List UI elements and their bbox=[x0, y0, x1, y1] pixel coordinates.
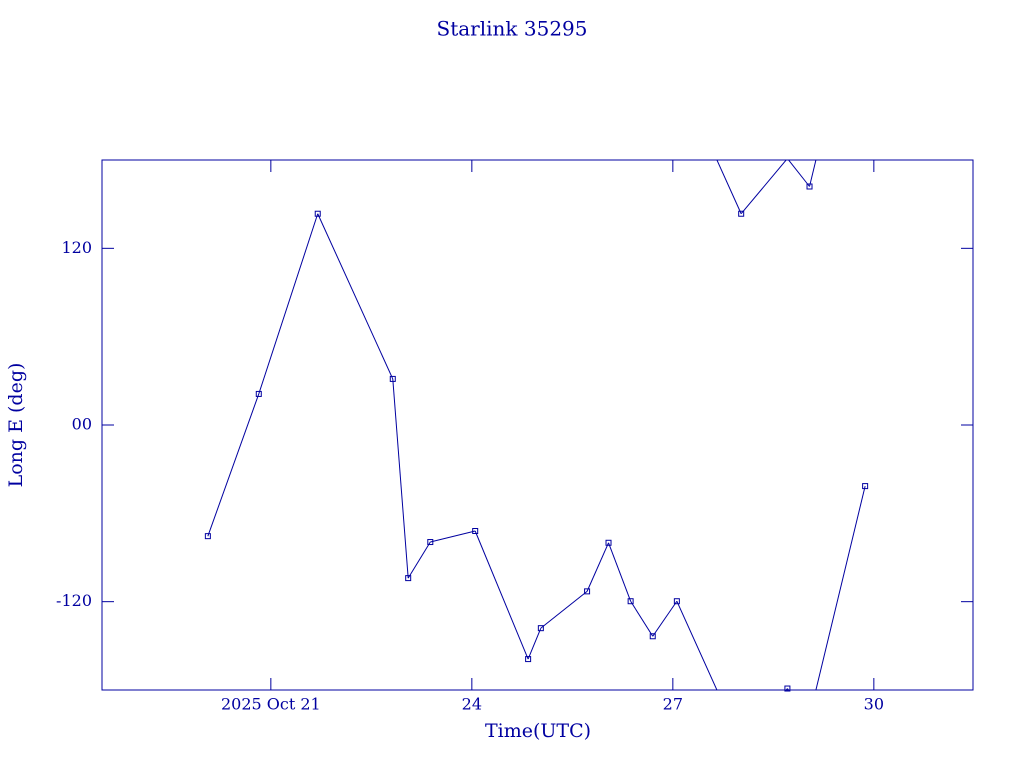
data-point bbox=[537, 625, 544, 632]
line-segment bbox=[740, 160, 787, 215]
x-axis-label: Time(UTC) bbox=[485, 720, 591, 742]
y-tick-label: 00 bbox=[72, 415, 92, 434]
line-segment bbox=[630, 600, 654, 637]
line-segment bbox=[407, 541, 431, 579]
data-point bbox=[649, 633, 656, 640]
plot-frame bbox=[101, 159, 974, 691]
line-segment bbox=[540, 590, 588, 629]
line-segment bbox=[317, 213, 394, 380]
line-segment bbox=[392, 378, 409, 579]
line-segment bbox=[474, 530, 529, 660]
line-segment bbox=[207, 393, 260, 537]
data-point bbox=[472, 528, 479, 534]
data-point bbox=[525, 656, 532, 663]
y-tick-label: 120 bbox=[61, 238, 92, 257]
line-segment bbox=[785, 688, 788, 690]
data-point bbox=[673, 598, 680, 605]
data-point bbox=[627, 598, 634, 605]
line-segment bbox=[586, 542, 609, 592]
line-segment bbox=[815, 485, 866, 690]
chart-title: Starlink 35295 bbox=[437, 17, 588, 41]
data-point bbox=[806, 183, 813, 190]
x-tick-label: 27 bbox=[663, 695, 683, 714]
x-tick-label: 30 bbox=[864, 695, 884, 714]
data-point bbox=[784, 685, 791, 692]
data-point bbox=[584, 588, 591, 595]
data-point bbox=[738, 210, 745, 217]
data-point bbox=[204, 533, 211, 540]
x-tick-label: 24 bbox=[462, 695, 482, 714]
x-tick-label: 2025 Oct 21 bbox=[221, 695, 321, 714]
y-axis-label: Long E (deg) bbox=[5, 363, 27, 488]
line-segment bbox=[787, 688, 790, 690]
data-point bbox=[405, 575, 412, 582]
data-point bbox=[255, 390, 262, 397]
line-segment bbox=[716, 160, 742, 214]
data-point bbox=[605, 539, 612, 546]
data-point bbox=[862, 483, 869, 490]
line-segment bbox=[787, 160, 810, 187]
line-segment bbox=[258, 213, 319, 395]
data-point bbox=[314, 210, 321, 217]
y-tick-label: -120 bbox=[56, 591, 92, 610]
line-segment bbox=[652, 600, 678, 637]
line-segment bbox=[527, 627, 542, 660]
data-point bbox=[389, 375, 396, 382]
line-segment bbox=[809, 160, 817, 187]
series-lines bbox=[207, 160, 866, 690]
line-segment bbox=[676, 601, 718, 690]
line-segment bbox=[430, 530, 476, 543]
data-point bbox=[427, 539, 434, 546]
line-segment bbox=[608, 542, 632, 602]
